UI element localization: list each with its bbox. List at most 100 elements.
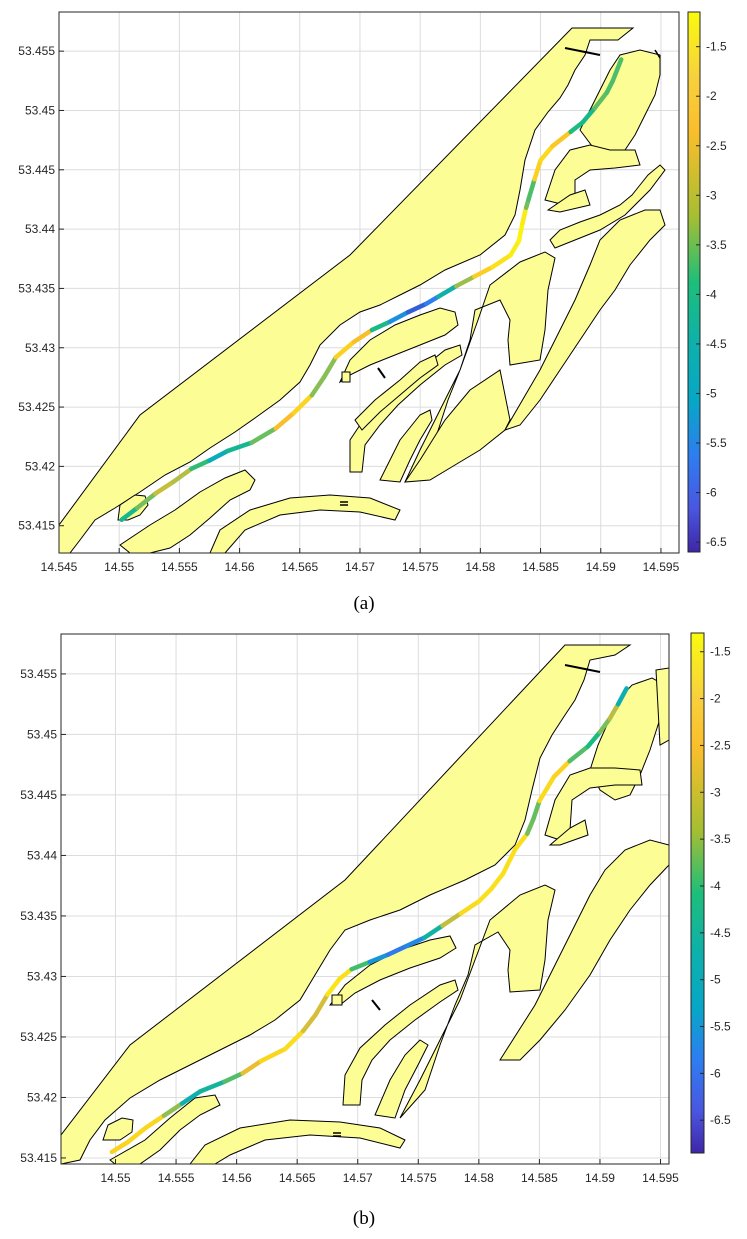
track-segment-b [567,744,591,764]
land-east [503,209,666,431]
y-tick-label-b: 53.415 [20,1151,57,1165]
colorbar-ticks-a: -1.5 -2 -2.5 -3 -3.5 -4 -4.5 -5 -5.5 -6 -6.5 [696,40,727,549]
track-segment-b [585,729,603,749]
y-tick-label-a: 53.44 [25,222,55,236]
colorbar-tick-label-a: -5.5 [706,436,727,450]
y-tick-labels-a: 53.415 53.42 53.425 53.43 53.435 53.44 53.445 5… [18,44,64,533]
axes-frame-a [58,11,680,554]
land-west [59,27,635,553]
track-segment-a [321,354,339,380]
bridge-mark-b [371,999,381,1011]
x-tick-label-b: 14.555 [158,1171,195,1185]
track-segment-b [607,701,621,721]
land-east-edge-b [655,667,669,746]
quay-southeast [403,369,511,483]
track-segment-b [240,1058,264,1076]
pier-1-b [342,979,459,1106]
colorbar-tick-label-a: -1.5 [706,40,727,54]
track-segment-a [568,120,585,135]
track-segment-a [387,309,411,324]
colorbar-tick-label-a: -4 [706,287,717,301]
track-segment-a [550,129,573,149]
colorbar-tick-label-b: -4 [710,879,721,893]
track-segment-a [189,458,212,472]
track-segment-a [351,327,375,345]
track-segment-b [325,976,342,997]
colorbar-tick-label-a: -2.5 [706,139,727,153]
colorbar-tick-label-b: -4.5 [710,926,731,940]
track-segment-b [440,911,463,928]
track-segment-a [508,238,522,258]
track-segment-a [610,57,624,84]
colorbar-tick-label-a: -5 [706,386,717,400]
colorbar-tick-label-a: -6.5 [706,535,727,549]
track-segment-a [454,274,477,289]
small-structure [341,371,351,383]
track-segment-b [500,847,518,876]
island-central-b [329,935,457,1006]
track-segment-b [488,871,506,892]
track-segment-b [161,1101,185,1118]
x-tick-label-b: 14.57 [343,1171,373,1185]
track-segment-b [125,1125,149,1145]
north-jetty [564,47,601,56]
land-east-b [499,839,669,1061]
axes-frame-b [60,633,670,1165]
track-segment-a [333,339,357,360]
track-segment-a [435,283,459,299]
y-tick-label-a: 53.42 [25,459,55,473]
track-segment-b [597,716,612,735]
track-segment-b [531,798,542,822]
x-tick-label-b: 14.575 [400,1171,437,1185]
island-central [338,307,459,384]
colorbar-tick-label-b: -6 [710,1066,721,1080]
land-south-2 [209,494,401,553]
x-tick-labels-b: 14.55 14.555 14.56 14.565 14.57 14.575 14.58 14… [100,1159,679,1185]
track-segment-a [249,426,278,445]
caption-b: (b) [353,1208,375,1229]
land-south-2-b [189,1119,406,1164]
y-tick-label-b: 53.44 [27,848,57,862]
track-segment-b [109,1139,130,1155]
quay-east-b [399,884,556,1119]
track-segment-b [422,923,445,940]
track-segment-a [273,410,297,431]
panel-a: 14.545 14.55 14.555 14.56 14.565 14.57 14.575 1… [18,11,727,614]
x-tick-label-b: 14.595 [642,1171,679,1185]
colorbar-tick-label-a: -4.5 [706,337,727,351]
basin-arm-b [374,1039,429,1119]
x-tick-labels-a: 14.545 14.55 14.555 14.56 14.565 14.57 14.575 1… [41,548,680,574]
track-segment-b [143,1113,167,1130]
quay-north-b [548,819,589,846]
y-tick-label-a: 53.415 [18,519,55,533]
x-tick-label-b: 14.565 [279,1171,316,1185]
depth-track-b [109,686,629,1155]
x-tick-label-a: 14.585 [522,560,559,574]
track-segment-a [135,491,158,511]
x-tick-label-a: 14.575 [402,560,439,574]
colorbar-tick-label-a: -2 [706,89,717,103]
track-segment-b [551,758,572,780]
track-segment-a [171,466,194,485]
track-segment-a [207,448,230,463]
x-tick-label-a: 14.565 [281,560,318,574]
track-segment-b [198,1079,227,1094]
track-segment-a [532,158,543,182]
land-south-b [109,1094,221,1164]
north-jetty-2 [654,49,661,59]
track-segment-b [525,816,536,836]
caption-a: (a) [353,593,374,614]
x-tick-label-b: 14.55 [100,1171,130,1185]
track-segment-a [291,392,315,416]
colorbar-b [690,632,705,1154]
basin-arm [379,409,433,483]
y-tick-label-b: 53.435 [20,909,57,923]
y-tick-label-b: 53.45 [27,727,57,741]
track-segment-a [369,319,393,333]
harbor-map-b [61,644,669,1164]
track-segment-a [472,264,495,279]
track-segment-a [538,143,555,163]
track-segment-b [458,899,482,916]
colorbar-tick-label-b: -6.5 [710,1113,731,1127]
